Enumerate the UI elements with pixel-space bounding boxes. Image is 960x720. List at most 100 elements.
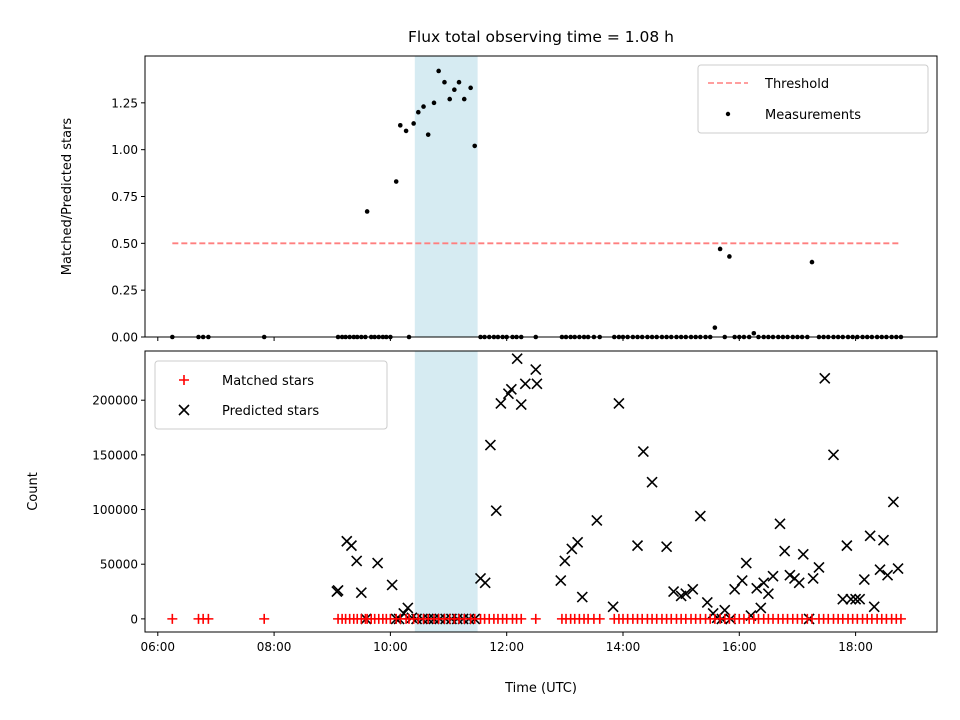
count-y-tick-label: 0 — [130, 612, 138, 626]
predicted-stars-point — [784, 569, 796, 581]
predicted-stars-point — [668, 585, 680, 598]
ratio-y-tick-label: 1.00 — [111, 143, 138, 157]
measurement-point — [717, 246, 723, 252]
measurement-point — [425, 132, 431, 137]
matched-stars-point — [259, 613, 270, 624]
predicted-stars-point — [858, 573, 870, 586]
ratio-y-tick-label: 0.75 — [111, 190, 138, 204]
matched-stars-legend-label: Matched stars — [222, 374, 314, 389]
predicted-stars-point — [511, 353, 523, 365]
predicted-stars-point — [386, 579, 398, 591]
ratio-plot-frame — [144, 55, 938, 338]
predicted-stars-point — [555, 575, 567, 587]
predicted-stars-point — [694, 510, 706, 522]
predicted-stars-point — [854, 593, 866, 605]
predicted-stars-point — [887, 496, 899, 508]
measurement-point — [416, 109, 421, 115]
predicted-stars-point — [355, 587, 367, 599]
predicted-stars-point — [813, 561, 825, 574]
measurement-point — [436, 68, 441, 74]
predicted-stars-point — [827, 449, 840, 461]
predicted-stars-point — [874, 564, 886, 576]
predicted-stars-point — [755, 602, 767, 614]
ratio-y-tick-label: 0.25 — [111, 284, 138, 298]
predicted-stars-point — [484, 439, 496, 451]
ratio-panel: 0.00 0.25 0.50 0.75 1.00 1.25 Flux total obse… — [60, 28, 938, 345]
predicted-stars-point — [661, 541, 673, 553]
predicted-stars-point — [519, 378, 531, 390]
count-y-axis-label: Count — [26, 472, 41, 511]
time-x-tick-label: 12:00 — [489, 640, 524, 654]
predicted-stars-point — [797, 548, 809, 560]
measurement-point — [461, 96, 467, 102]
measurement-point — [364, 209, 370, 214]
predicted-stars-point — [807, 572, 819, 584]
predicted-stars-point — [864, 530, 876, 542]
predicted-stars-point — [892, 563, 904, 575]
predicted-stars-legend-swatch — [178, 404, 190, 416]
measurement-point — [447, 96, 453, 102]
measurement-point — [712, 325, 718, 330]
predicted-stars-point — [530, 364, 542, 376]
predicted-stars-legend-marker — [178, 404, 190, 416]
predicted-stars-point — [490, 505, 502, 517]
predicted-stars-point — [332, 584, 344, 597]
time-x-tick-label: 16:00 — [722, 640, 757, 654]
predicted-stars-point — [576, 591, 588, 603]
predicted-stars-point — [751, 582, 763, 594]
predicted-stars-point — [882, 569, 894, 581]
predicted-stars-point — [779, 545, 791, 557]
measurement-point — [393, 179, 399, 184]
measurement-point — [452, 87, 457, 93]
measurement-point — [809, 259, 815, 265]
predicted-stars-point — [877, 534, 890, 546]
time-x-tick-label: 06:00 — [140, 640, 175, 654]
count-y-tick-label: 150000 — [92, 448, 138, 462]
predicted-stars-point — [774, 518, 786, 530]
count-panel: 0 50000 100000 150000 200000 06:00 08:00 10:00… — [26, 350, 938, 696]
predicted-stars-point — [719, 604, 731, 616]
predicted-stars-point — [758, 577, 770, 589]
predicted-stars-point — [646, 476, 658, 488]
measurement-point — [468, 85, 473, 91]
predicted-stars-point — [868, 601, 880, 613]
time-x-axis-label: Time (UTC) — [504, 681, 577, 696]
ratio-legend-box — [697, 64, 929, 134]
ratio-y-tick-label: 0.50 — [111, 237, 138, 251]
predicted-stars-point — [793, 577, 805, 589]
measurements-legend-label: Measurements — [765, 108, 861, 123]
predicted-stars-point — [607, 601, 619, 613]
measurement-point — [442, 79, 447, 85]
time-x-tick-label: 18:00 — [838, 640, 873, 654]
time-x-tick-label: 10:00 — [373, 640, 408, 654]
measurement-point — [456, 79, 462, 85]
predicted-stars-legend-label: Predicted stars — [222, 404, 319, 419]
chart-title: Flux total observing time = 1.08 h — [408, 28, 674, 46]
measurement-point — [403, 128, 409, 134]
predicted-stars-point — [531, 378, 543, 390]
count-plot-frame — [144, 350, 938, 633]
matched-stars-point — [895, 613, 906, 624]
threshold-legend-label: Threshold — [764, 77, 829, 92]
count-y-axis: 0 50000 100000 150000 200000 — [92, 394, 145, 626]
predicted-stars-point — [372, 557, 384, 569]
predicted-stars-point — [701, 596, 713, 609]
ratio-y-tick-label: 0.00 — [111, 331, 138, 345]
measurements-legend-swatch — [725, 111, 731, 117]
predicted-stars-point — [850, 593, 862, 605]
measurement-point — [431, 100, 437, 106]
predicted-stars-point — [479, 577, 491, 589]
predicted-stars-point — [345, 540, 357, 552]
matched-stars-point — [516, 613, 527, 624]
predicted-stars-point — [767, 570, 779, 582]
predicted-stars-point — [559, 555, 571, 567]
time-x-tick-label: 08:00 — [257, 640, 292, 654]
predicted-stars-point — [613, 397, 625, 410]
measurement-point — [397, 123, 403, 128]
predicted-stars-point — [819, 372, 831, 384]
time-x-axis: 06:00 08:00 10:00 12:00 14:00 16:00 18:00 — [140, 632, 873, 654]
predicted-stars-point — [687, 583, 699, 595]
observing-window-shade-bottom — [414, 351, 478, 632]
predicted-stars-point — [515, 399, 527, 411]
